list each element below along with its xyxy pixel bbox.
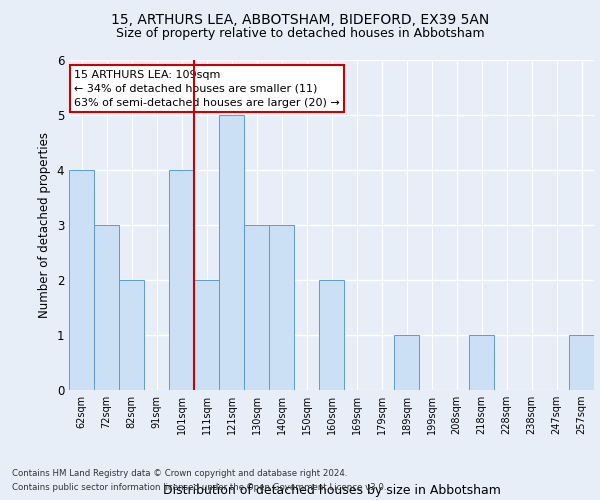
Bar (119, 280, 144, 390)
Text: Contains public sector information licensed under the Open Government Licence v3: Contains public sector information licen… (12, 484, 386, 492)
Bar (94, 225, 119, 390)
Y-axis label: Number of detached properties: Number of detached properties (38, 132, 51, 318)
Bar (219, 115, 244, 390)
Bar (469, 335, 494, 390)
Text: Size of property relative to detached houses in Abbotsham: Size of property relative to detached ho… (116, 28, 484, 40)
Bar (194, 280, 219, 390)
Bar (569, 335, 594, 390)
Bar (269, 225, 294, 390)
Text: Contains HM Land Registry data © Crown copyright and database right 2024.: Contains HM Land Registry data © Crown c… (12, 468, 347, 477)
X-axis label: Distribution of detached houses by size in Abbotsham: Distribution of detached houses by size … (163, 484, 500, 498)
Bar (169, 170, 194, 390)
Bar (244, 225, 269, 390)
Text: 15 ARTHURS LEA: 109sqm
← 34% of detached houses are smaller (11)
63% of semi-det: 15 ARTHURS LEA: 109sqm ← 34% of detached… (74, 70, 340, 108)
Bar (394, 335, 419, 390)
Bar (319, 280, 344, 390)
Text: 15, ARTHURS LEA, ABBOTSHAM, BIDEFORD, EX39 5AN: 15, ARTHURS LEA, ABBOTSHAM, BIDEFORD, EX… (111, 12, 489, 26)
Bar (69, 170, 94, 390)
